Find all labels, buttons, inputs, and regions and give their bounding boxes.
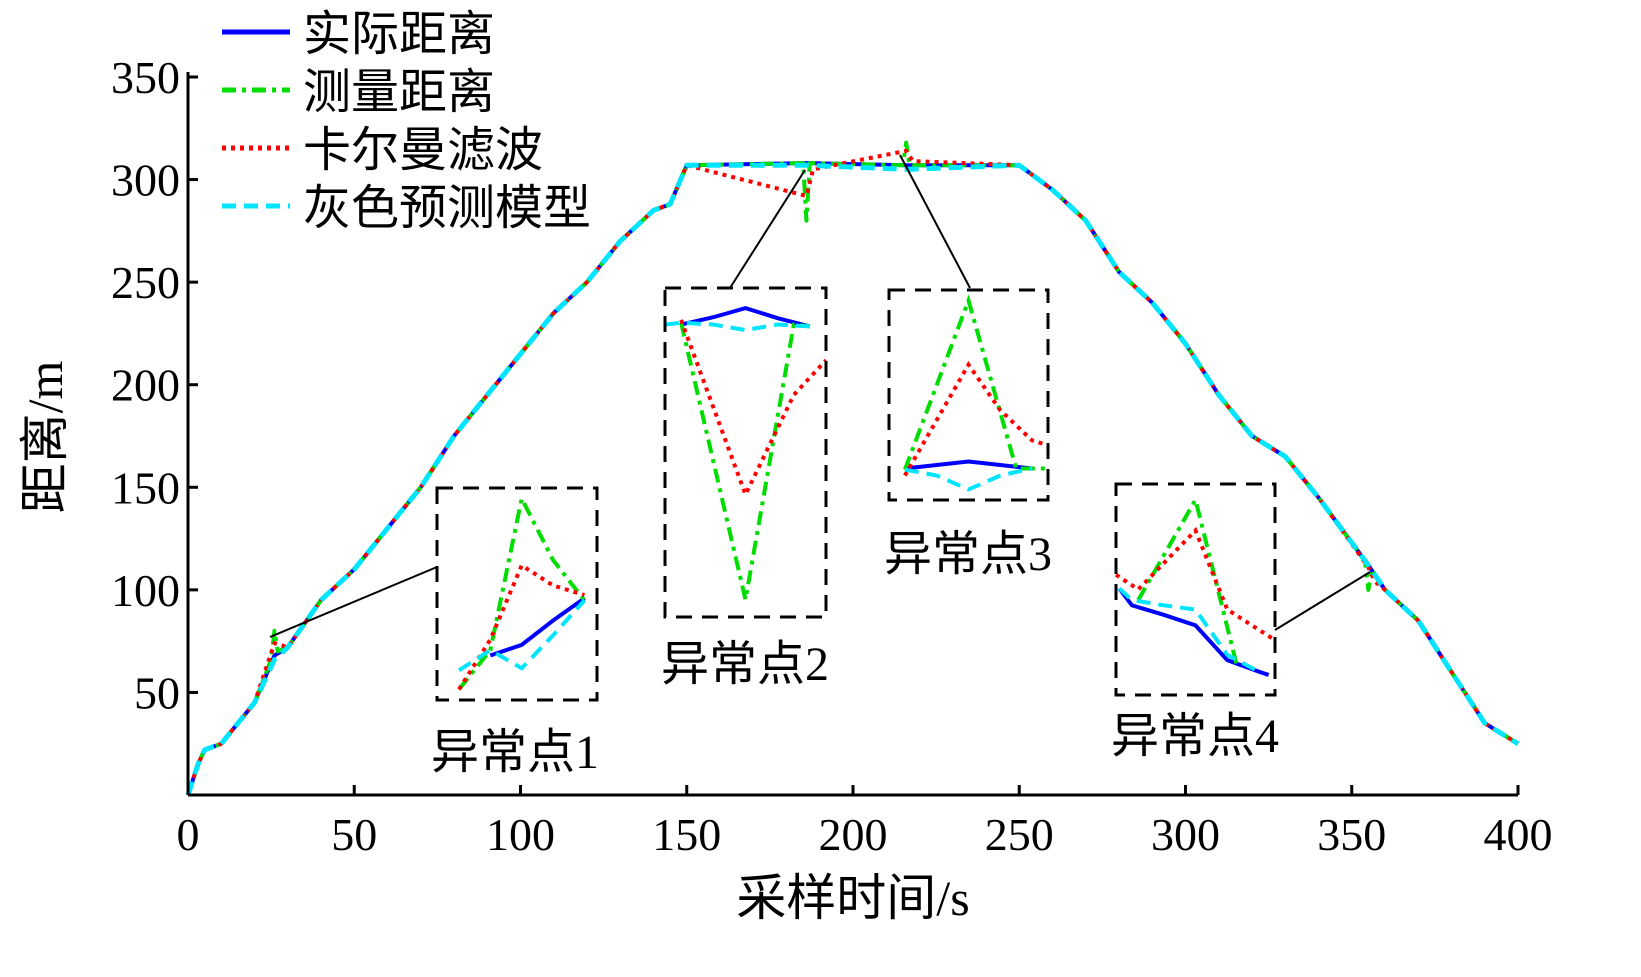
- inset-series-1: [457, 492, 587, 691]
- inset-series-1: [903, 294, 1048, 471]
- inset-3: 异常点3: [884, 154, 1052, 581]
- series-lines: [185, 140, 1520, 796]
- x-tick-label: 50: [331, 809, 377, 860]
- inset-label: 异常点3: [884, 528, 1052, 581]
- inset-series-1: [679, 322, 811, 601]
- inset-series-3: [904, 466, 1033, 492]
- x-tick-label: 400: [1484, 809, 1553, 860]
- inset-series-0: [904, 459, 1033, 471]
- x-tick-label: 0: [177, 809, 200, 860]
- inset-series-2: [679, 319, 828, 500]
- inset-1: 异常点1: [269, 486, 599, 779]
- inset-4: 异常点4: [1111, 482, 1371, 763]
- inset-2: 异常点2: [661, 169, 829, 691]
- axes: 0 50 100 150 200 250 300 350 400 50 100 150 200 250 30…: [111, 52, 1553, 860]
- y-tick-label: 50: [134, 667, 180, 718]
- inset-series-3: [664, 320, 811, 333]
- series-line-2: [186, 148, 1520, 796]
- y-tick-label: 300: [111, 155, 180, 206]
- y-tick-label: 200: [111, 360, 180, 411]
- y-tick-label: 250: [111, 257, 180, 308]
- x-axis-label: 采样时间/s: [736, 870, 969, 926]
- series-line-3: [185, 162, 1520, 796]
- inset-series-0: [1117, 587, 1270, 677]
- legend-label-2: 卡尔曼滤波: [303, 124, 543, 177]
- inset-series-0: [680, 306, 811, 329]
- inset-series-2: [457, 562, 586, 691]
- inset-label: 异常点2: [661, 638, 829, 691]
- legend-label-1: 测量距离: [303, 66, 495, 119]
- inset-box: [435, 486, 599, 702]
- y-tick-label: 100: [111, 565, 180, 616]
- inset-series-3: [457, 599, 586, 673]
- inset-series-3: [1117, 586, 1261, 674]
- x-tick-label: 350: [1317, 809, 1386, 860]
- inset-series-2: [1114, 526, 1277, 642]
- y-axis-label: 距离/m: [17, 361, 73, 514]
- inset-box: [1114, 482, 1277, 697]
- leader-line: [899, 154, 971, 289]
- legend-label-0: 实际距离: [303, 8, 495, 61]
- inset-label: 异常点1: [431, 726, 599, 779]
- y-tick-label: 150: [111, 462, 180, 513]
- series-line-0: [186, 161, 1520, 796]
- x-tick-label: 100: [486, 809, 555, 860]
- inset-box: [663, 286, 828, 619]
- y-tick-label: 350: [111, 52, 180, 103]
- x-tick-label: 150: [652, 809, 721, 860]
- series-line-1: [186, 140, 1520, 796]
- leader-line: [269, 566, 438, 638]
- inset-label: 异常点4: [1111, 710, 1279, 763]
- x-tick-label: 200: [819, 809, 888, 860]
- inset-series-2: [903, 360, 1049, 477]
- x-tick-label: 300: [1151, 809, 1220, 860]
- x-tick-label: 250: [985, 809, 1054, 860]
- inset-series-1: [1136, 494, 1239, 666]
- leader-line: [1274, 571, 1371, 631]
- leader-line: [729, 169, 806, 289]
- inset-series-0: [489, 596, 586, 658]
- inset-box: [887, 288, 1050, 502]
- legend-label-3: 灰色预测模型: [303, 182, 591, 235]
- insets: 异常点1 异常点2 异常点3 异常点4: [269, 154, 1371, 779]
